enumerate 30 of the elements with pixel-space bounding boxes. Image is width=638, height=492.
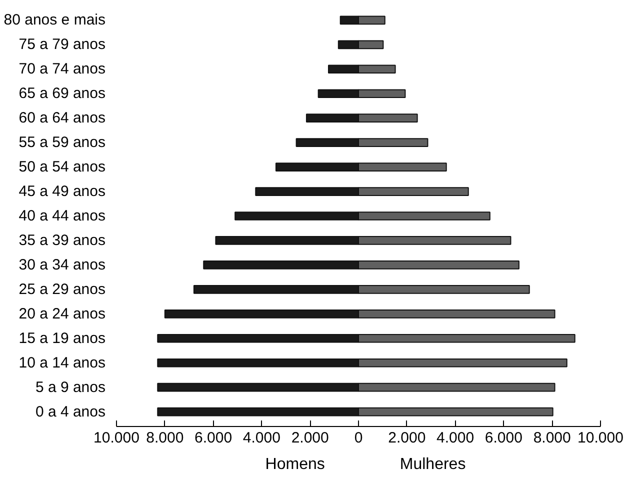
y-tick-label: 50 a 54 anos xyxy=(18,158,106,176)
y-tick-label: 35 a 39 anos xyxy=(18,232,106,249)
x-tick-label: 10.000 xyxy=(578,430,624,446)
y-tick-label: 80 anos e mais xyxy=(4,12,106,29)
y-tick-label: 60 a 64 anos xyxy=(18,110,106,127)
x-tick-label: 8.000 xyxy=(533,430,571,446)
text: Mulheres xyxy=(400,456,466,474)
y-tick-label: 20 a 24 anos xyxy=(18,305,106,322)
x-tick-label: 6.000 xyxy=(484,430,522,446)
x-tick-label: 0 xyxy=(354,430,363,446)
x-tick-label: 8.000 xyxy=(146,430,184,446)
y-tick-label: 0 a 4 anos xyxy=(35,403,106,420)
y-tick-label: 15 a 19 anos xyxy=(18,330,106,347)
text: Homens xyxy=(265,456,325,474)
y-tick-label: 5 a 9 anos xyxy=(35,378,106,396)
x-tick-label: 2.000 xyxy=(291,430,329,446)
y-tick-label: 65 a 69 anos xyxy=(18,85,106,102)
y-tick-label: 45 a 49 anos xyxy=(18,183,106,200)
y-tick-label: 10 a 14 anos xyxy=(18,354,106,372)
y-tick-label: 40 a 44 anos xyxy=(18,208,106,224)
y-tick-label: 75 a 79 anos xyxy=(18,36,106,54)
y-tick-label: 55 a 59 anos xyxy=(18,134,106,152)
x-tick-label: 6.000 xyxy=(194,430,232,446)
y-tick-label: 25 a 29 anos xyxy=(18,280,106,298)
x-tick-label: 10.000 xyxy=(94,430,140,446)
x-tick-label: 4.000 xyxy=(436,430,474,446)
x-tick-label: 2.000 xyxy=(388,430,426,446)
y-tick-label: 30 a 34 anos xyxy=(18,256,106,274)
y-tick-label: 70 a 74 anos xyxy=(18,60,106,78)
x-tick-label: 4.000 xyxy=(242,430,280,446)
